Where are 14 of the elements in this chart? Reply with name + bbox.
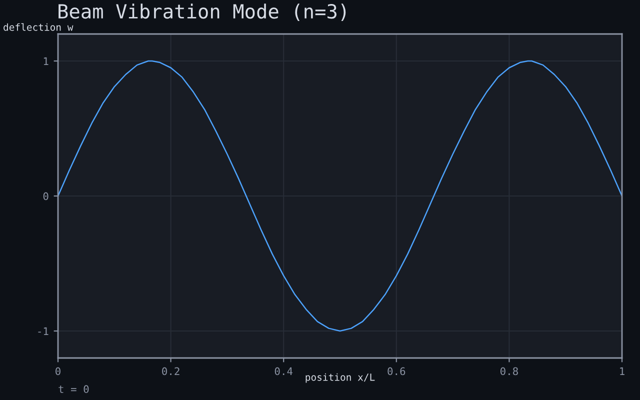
- y-tick-label: 1: [44, 57, 48, 65]
- y-tick-label: 0: [43, 192, 48, 200]
- x-tick-label: 1: [620, 367, 624, 375]
- y-axis-title: deflection w: [4, 23, 74, 31]
- x-tick-label: 0: [56, 367, 60, 376]
- line-series: [58, 60, 622, 332]
- x-tick-label: 0.4: [274, 367, 293, 376]
- y-tick-label: -1: [38, 327, 48, 335]
- x-tick-label: 0.8: [500, 367, 518, 376]
- x-tick-label: 0.6: [388, 367, 406, 376]
- chart-title: Beam Vibration Mode (n=3): [58, 4, 346, 21]
- text: t = 0: [58, 385, 89, 394]
- x-axis-title: position x/L: [306, 373, 375, 383]
- x-tick-label: 0.2: [162, 367, 180, 376]
